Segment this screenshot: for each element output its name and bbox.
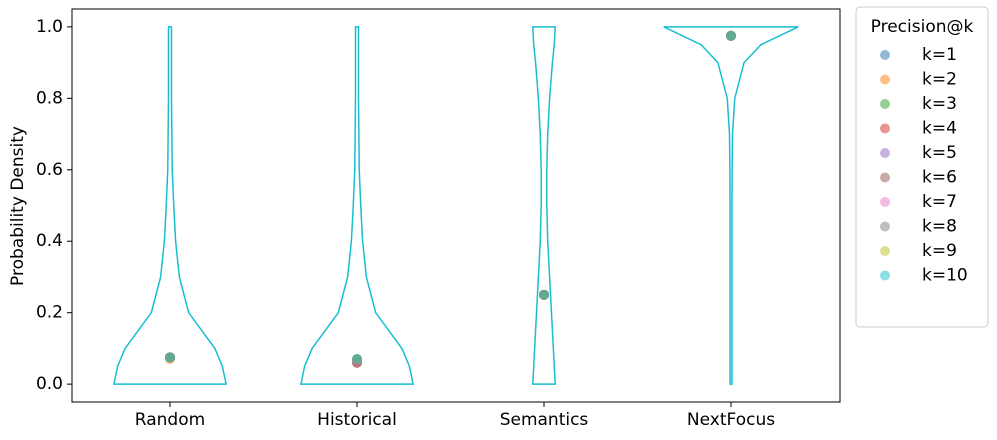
- y-tick-label: 0.2: [36, 303, 63, 323]
- legend-box: [855, 6, 989, 328]
- legend-label: k=3: [922, 94, 957, 114]
- x-tick-label: Semantics: [500, 410, 589, 430]
- legend-marker: [880, 99, 890, 109]
- mean-dot: [539, 289, 549, 300]
- y-tick-label: 0.4: [36, 231, 63, 251]
- legend-marker: [880, 246, 890, 256]
- legend-label: k=10: [922, 266, 968, 286]
- violin-outline: [531, 26, 557, 385]
- plot-frame: [71, 8, 841, 403]
- y-tick-label: 0.6: [36, 160, 63, 180]
- mean-dot: [726, 30, 736, 41]
- y-axis-label: Probability Density: [8, 126, 28, 286]
- x-tick-label: Random: [135, 410, 205, 430]
- y-tick-label: 1.0: [36, 17, 63, 37]
- y-tick-label: 0.0: [36, 374, 63, 394]
- legend-marker: [880, 148, 890, 158]
- mean-dot: [352, 354, 362, 365]
- legend-marker: [880, 197, 890, 207]
- legend-marker: [880, 50, 890, 60]
- legend-marker: [880, 270, 890, 281]
- legend-label: k=1: [922, 45, 957, 65]
- legend-label: k=8: [922, 217, 957, 237]
- legend-label: k=7: [922, 192, 957, 212]
- legend-label: k=4: [922, 119, 957, 139]
- legend-label: k=2: [922, 70, 957, 90]
- x-tick-label: Historical: [317, 410, 397, 430]
- violin-outline: [299, 26, 415, 385]
- mean-dot: [165, 352, 175, 363]
- y-tick-label: 0.8: [36, 88, 63, 108]
- violin-outline: [663, 26, 799, 385]
- legend-marker: [880, 74, 890, 85]
- legend-label: k=9: [922, 241, 957, 261]
- legend-title: Precision@k: [871, 17, 974, 37]
- violin-outline: [112, 26, 228, 385]
- legend-label: k=5: [922, 143, 957, 163]
- legend-marker: [880, 123, 890, 134]
- legend-marker: [880, 172, 890, 183]
- legend-label: k=6: [922, 168, 957, 188]
- x-tick-label: NextFocus: [687, 410, 775, 430]
- legend-marker: [880, 221, 890, 232]
